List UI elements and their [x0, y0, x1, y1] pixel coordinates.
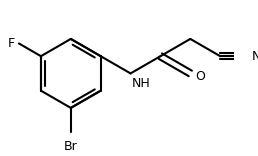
Text: F: F [7, 37, 14, 50]
Text: O: O [195, 70, 205, 83]
Text: N: N [252, 50, 258, 63]
Text: NH: NH [132, 77, 150, 90]
Text: Br: Br [64, 140, 78, 153]
